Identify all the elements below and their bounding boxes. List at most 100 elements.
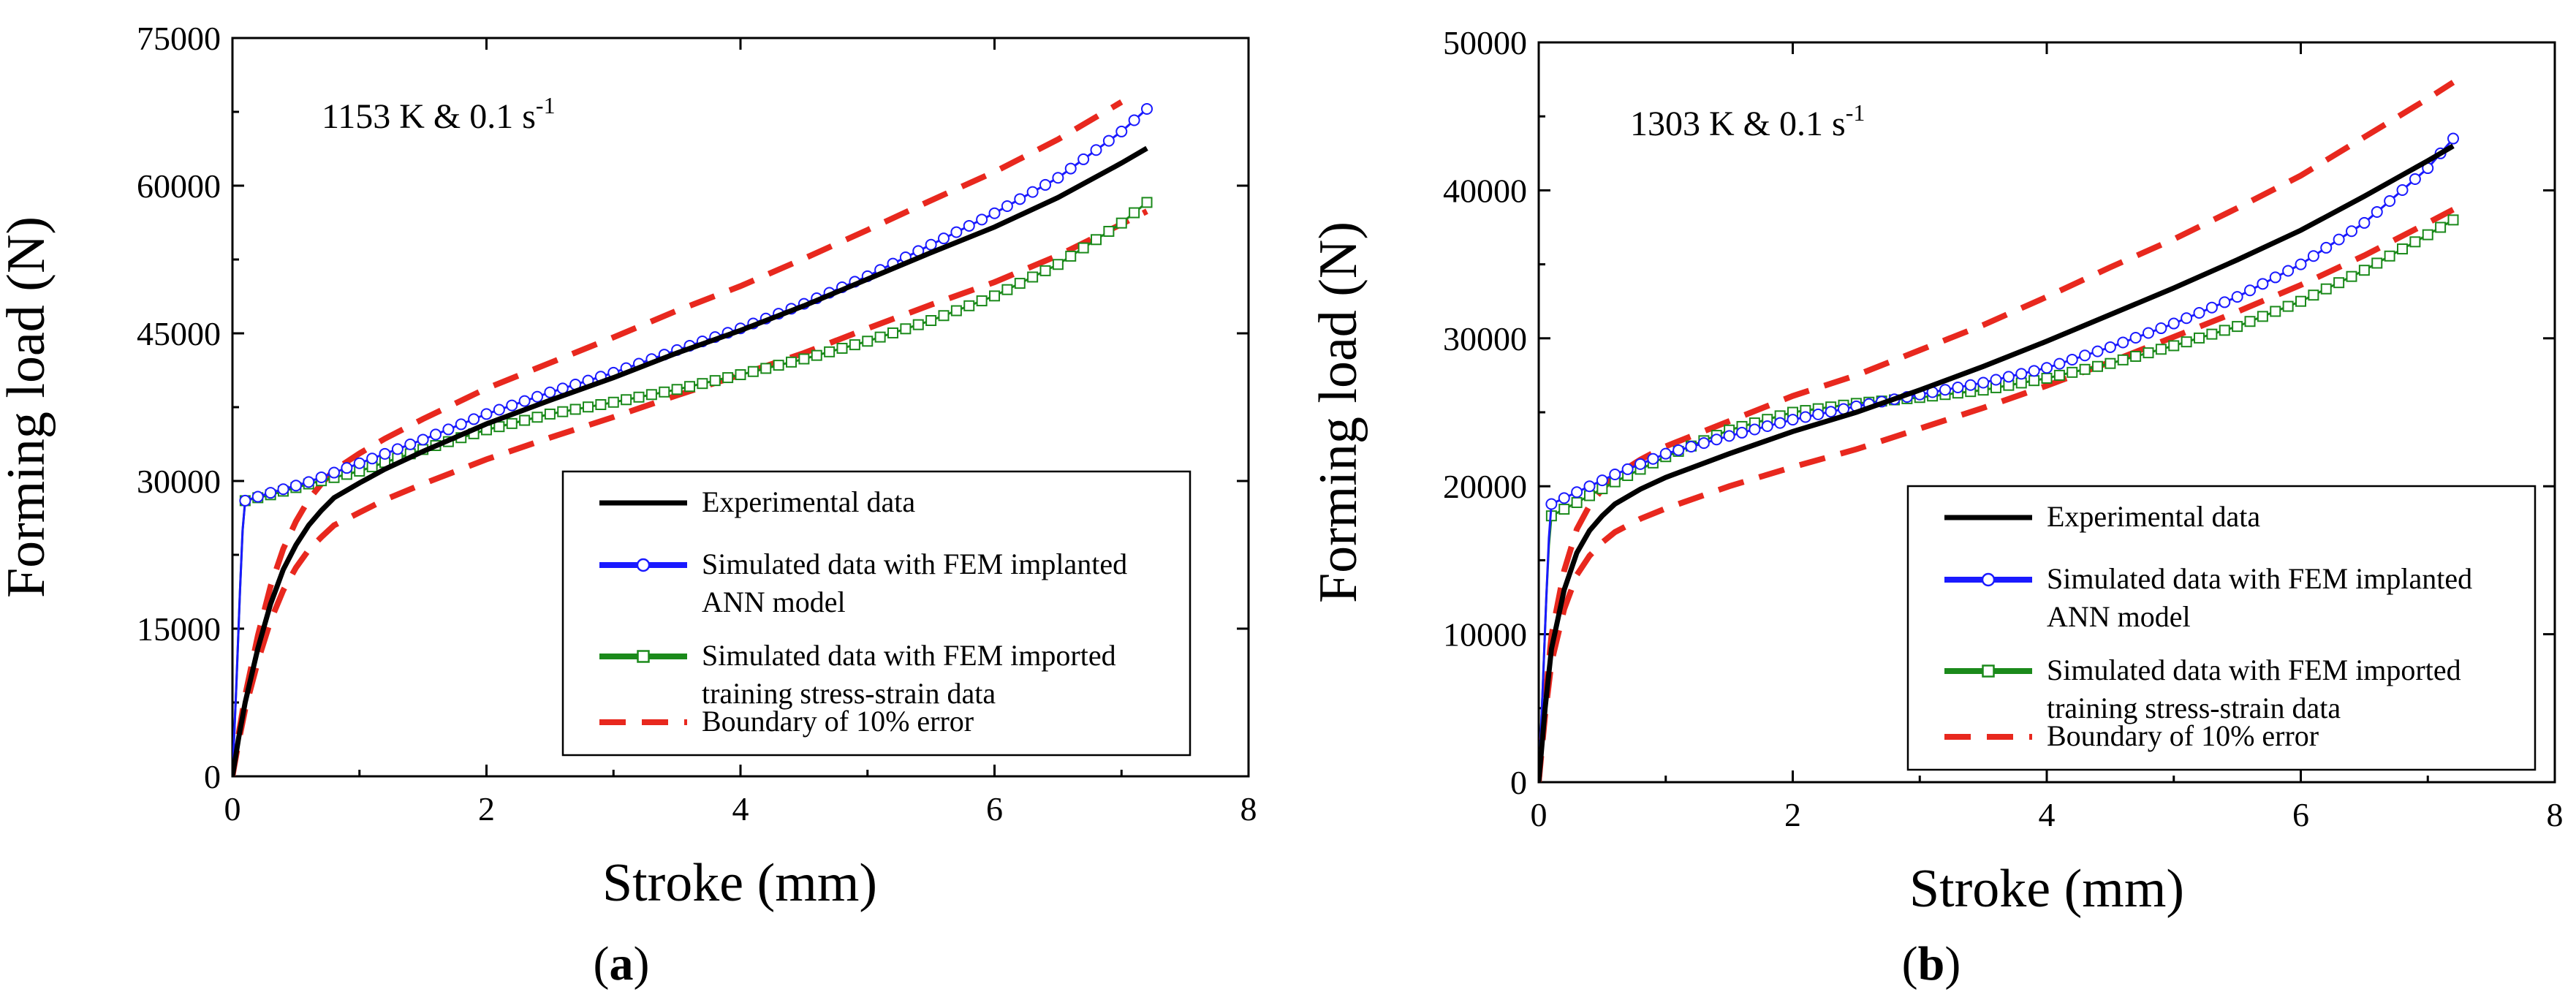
marker-square [938,310,950,322]
x-tick-label: 2 [478,790,495,827]
series-boundary-line [1539,80,2455,782]
chart-panel-b: 0 2 4 6 8 0 10000 20000 30000 40000 50000 Stroke (m… [1308,24,2564,990]
marker-square [1039,265,1051,276]
marker-circle [2079,349,2091,362]
marker-circle [251,490,264,503]
marker-circle [2358,216,2371,229]
marker-circle [2117,336,2129,349]
marker-circle [1596,474,1608,487]
marker-circle [1990,374,2002,386]
marker-circle [417,433,429,446]
marker-square [773,360,784,371]
marker-square [1077,242,1089,254]
marker-square [531,412,543,423]
marker-square [2257,311,2268,322]
marker-square [2105,357,2116,369]
marker-square [786,356,797,368]
marker-square [1584,490,1595,501]
marker-square [912,319,924,330]
marker-circle [1052,172,1064,184]
legend-label: Boundary of 10% error [2047,719,2319,752]
marker-square [1001,284,1013,295]
marker-square [2270,306,2281,317]
marker-square [2028,375,2040,387]
marker-circle [493,404,505,416]
marker-circle [341,462,353,474]
marker-circle [379,447,391,460]
marker-circle [1799,411,1811,423]
marker-circle [963,219,975,232]
marker-circle [315,471,327,483]
marker-square [659,386,670,398]
marker-circle [2066,353,2078,365]
y-tick-label: 15000 [137,610,221,648]
marker-square [887,327,898,338]
legend-label: Simulated data with FEM implanted [2047,562,2472,595]
y-tick-label: 0 [1510,764,1527,801]
marker-square [735,369,746,381]
marker-square [900,323,912,335]
marker-square [849,339,860,351]
marker-square [583,401,594,413]
marker-circle [1609,469,1621,481]
marker-square [2409,236,2421,248]
series-boundary-line [232,99,1124,776]
marker-circle [1102,135,1115,147]
marker-circle [2053,357,2066,370]
marker-square [519,414,531,426]
marker-square [963,300,975,311]
marker-circle [925,238,937,251]
marker-circle [2002,371,2015,383]
marker-circle [2041,362,2053,374]
x-tick-label: 8 [2547,796,2564,833]
marker-square [595,398,607,410]
marker-square [1115,217,1127,229]
marker-square [824,346,836,357]
marker-circle [1659,447,1672,460]
marker-square [2333,277,2345,289]
marker-circle [2143,327,2154,339]
marker-circle [1634,458,1646,470]
marker-square [874,331,886,343]
x-tick-label: 4 [732,790,749,827]
marker-circle [366,452,379,465]
marker-square [2422,229,2433,240]
marker-square [1129,207,1140,219]
marker-circle [2155,322,2167,335]
marker-square [493,421,505,433]
marker-circle [2320,241,2333,254]
condition-annotation: 1303 K & 0.1 s-1 [1630,99,1865,143]
marker-square [2067,366,2078,378]
marker-circle [938,232,950,245]
legend: Experimental data Simulated data with FEM… [561,470,1192,757]
marker-circle [2269,271,2281,284]
marker-square [2117,354,2129,365]
marker-circle [1761,420,1773,433]
marker-circle [1787,414,1799,426]
legend-swatch-square [637,650,650,663]
marker-square [2130,350,2142,362]
marker-circle [1128,114,1140,126]
marker-circle [950,226,963,238]
series-boundary-line [232,208,1148,776]
legend-label: Simulated data with FEM imported [2047,654,2461,686]
y-tick-label: 45000 [137,315,221,352]
marker-square [2219,325,2230,336]
x-tick-label: 0 [224,790,241,827]
marker-circle [328,466,340,479]
legend-label-line2: ANN model [2047,600,2191,633]
marker-square [811,349,822,361]
marker-circle [2244,284,2256,297]
series-boundary-line [1539,207,2455,782]
legend-swatch-circle [636,558,651,572]
marker-circle [976,213,988,226]
marker-square [1014,278,1026,289]
marker-circle [1621,463,1634,475]
marker-square [569,404,581,415]
marker-square [671,384,683,395]
legend-label: Simulated data with FEM imported [702,639,1116,672]
marker-square [2282,300,2294,312]
x-tick-label: 6 [986,790,1003,827]
marker-square [1027,271,1039,283]
marker-square [633,391,645,403]
